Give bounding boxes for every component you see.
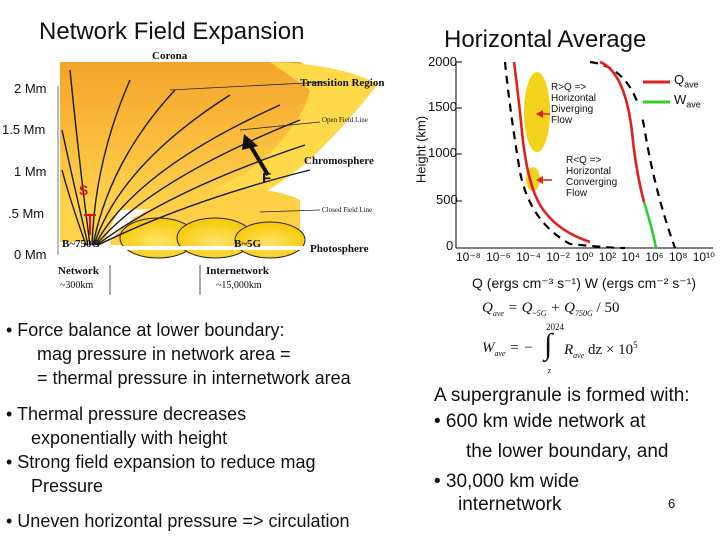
chart-svg xyxy=(455,60,713,250)
diverging-ellipse xyxy=(524,72,550,152)
dashed-curve-left xyxy=(503,61,626,250)
bullet-line: Pressure xyxy=(31,476,104,496)
bullet-line: • Strong field expansion to reduce mag xyxy=(6,452,316,472)
converging-annotation: R<Q => Horizontal Converging Flow xyxy=(566,155,618,199)
integral-sign: ∫ xyxy=(544,328,553,361)
chart-x-tick: 10⁴ xyxy=(621,250,640,264)
chart-y-tick: 500 xyxy=(436,192,458,207)
w-curve-green xyxy=(642,201,658,249)
chart-y-tick: 1000 xyxy=(428,145,457,160)
open-field-label: Open Field Line xyxy=(322,116,368,124)
y-tick-label: 1 Mm xyxy=(14,164,47,179)
y-tick-label: 1.5 Mm xyxy=(2,122,46,137)
y-tick-label: .5 Mm xyxy=(8,206,45,221)
legend-q-label: Qave xyxy=(674,72,699,90)
bullet-line: = thermal pressure in internetwork area xyxy=(37,368,351,388)
bullet-line: • Uneven horizontal pressure => circulat… xyxy=(6,511,350,531)
left-bullets: • Force balance at lower boundary: mag p… xyxy=(0,318,410,540)
legend-w-label: Wave xyxy=(674,92,701,110)
chart-x-tick: 10⁻⁶ xyxy=(486,250,511,264)
q-curve xyxy=(512,61,591,244)
f-label: F xyxy=(262,170,272,187)
bullet-line: mag pressure in network area = xyxy=(37,344,291,364)
chart-y-tick: 0 xyxy=(446,238,454,253)
chart-x-tick: 10⁶ xyxy=(645,250,664,264)
chart-x-tick: 10¹⁰ xyxy=(692,250,715,264)
w-curve-red xyxy=(599,60,646,203)
chart-x-tick: 10⁻⁴ xyxy=(516,250,541,264)
chart-y-tick: 1500 xyxy=(428,99,457,114)
bullet-line: exponentially with height xyxy=(31,428,228,448)
network-size: ~300km xyxy=(60,280,94,291)
chart-x-label: Q (ergs cm⁻³ s⁻¹) W (ergs cm⁻² s⁻¹) xyxy=(472,275,696,291)
bullet-line: • Thermal pressure decreases xyxy=(6,404,247,424)
chart-x-tick: 10⁻⁸ xyxy=(456,250,481,264)
chart-y-label: Height (km) xyxy=(413,115,429,184)
closed-field-label: Closed Field Line xyxy=(322,206,373,214)
bullet-line: • Force balance at lower boundary: xyxy=(6,320,285,340)
right-title: Horizontal Average xyxy=(444,26,647,53)
chart-y-tick: 2000 xyxy=(428,54,457,69)
chart-x-tick: 10⁰ xyxy=(575,250,594,264)
open-field-lines xyxy=(61,69,311,246)
diagram-svg xyxy=(57,62,378,295)
equation-q-ave: Qave = Q~5G + Q750G / 50 xyxy=(482,300,620,318)
chart-x-tick: 10⁻² xyxy=(546,250,570,264)
integral-upper: 2024 xyxy=(546,322,564,332)
force-arrow xyxy=(248,143,270,177)
network-field-diagram: Corona Transition Region Open Field Line… xyxy=(0,50,410,300)
internetwork-size: ~15,000km xyxy=(216,280,262,291)
right-text-line: the lower boundary, and xyxy=(466,441,669,462)
internetwork-label: Internetwork xyxy=(206,265,269,277)
chart-x-ticks: 10⁻⁸ 10⁻⁶ 10⁻⁴ 10⁻² 10⁰ 10² 10⁴ 10⁶ 10⁸ … xyxy=(456,250,715,264)
right-text-line: • 600 km wide network at xyxy=(434,411,646,432)
right-text-block: A supergranule is formed with: • 600 km … xyxy=(434,384,714,524)
horizontal-average-chart: Qave Wave R>Q => Horizontal Diverging Flow … xyxy=(410,52,715,297)
right-text-line: internetwork xyxy=(458,494,562,515)
transition-region-label: Transition Region xyxy=(300,77,385,89)
page-number: 6 xyxy=(668,496,676,511)
photosphere-line xyxy=(60,246,305,250)
transition-band xyxy=(130,62,378,218)
chromosphere-label: Chromosphere xyxy=(304,155,374,167)
left-title: Network Field Expansion xyxy=(39,18,305,45)
network-label: Network xyxy=(58,265,99,277)
y-tick-label: 2 Mm xyxy=(14,81,47,96)
b-network-label: B~750G xyxy=(62,238,101,250)
y-tick-label: 0 Mm xyxy=(14,247,47,262)
chart-x-tick: 10² xyxy=(598,250,617,264)
diverging-annotation: R>Q => Horizontal Diverging Flow xyxy=(551,82,597,126)
chart-x-tick: 10⁸ xyxy=(668,250,688,264)
right-text-line: • 30,000 km wide xyxy=(434,471,580,492)
corona-label: Corona xyxy=(152,50,188,62)
photosphere-label: Photosphere xyxy=(310,243,369,255)
right-text-line: A supergranule is formed with: xyxy=(434,385,690,406)
integral-lower: z xyxy=(548,366,552,375)
s-label: S xyxy=(79,182,89,198)
equation-w-ave: Wave = − 2024 ∫ z Rave dz × 105 xyxy=(482,322,638,375)
b-internetwork-label: B~5G xyxy=(234,238,262,250)
